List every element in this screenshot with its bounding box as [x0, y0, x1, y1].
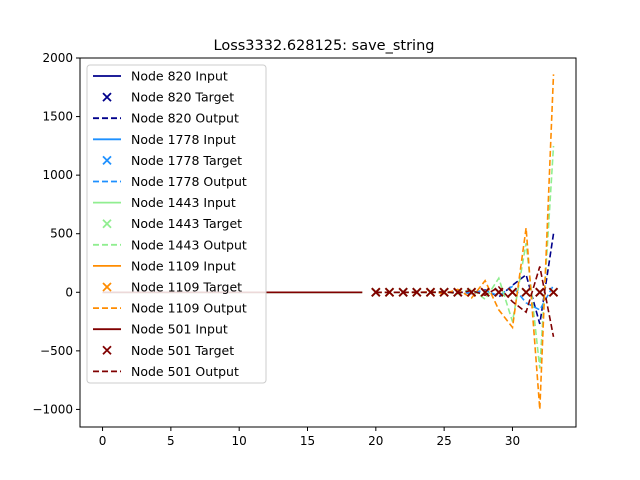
x-tick-label: 15	[300, 434, 315, 448]
legend-entry-1443-target: Node 1443 Target	[102, 216, 242, 231]
axes-ticks: 0 5 10 15 20 25 30 −1000 −500 0 500 1000 1500 2000	[32, 51, 520, 448]
legend-entry-820-target: Node 820 Target	[102, 90, 234, 105]
series-501-target-point	[398, 287, 408, 297]
y-tick-label: −500	[40, 344, 73, 358]
x-tick-label: 10	[232, 434, 247, 448]
y-tick-label: 1000	[42, 168, 73, 182]
legend-label: Node 1778 Input	[131, 132, 236, 147]
legend-marker-swatch	[102, 92, 112, 102]
x-tick-label: 5	[167, 434, 175, 448]
legend-label: Node 1778 Output	[131, 174, 247, 189]
legend-marker-swatch	[102, 155, 112, 166]
x-tick-label: 0	[99, 434, 107, 448]
legend-label: Node 1443 Output	[131, 237, 247, 252]
legend-entry-820-input: Node 820 Input	[93, 69, 228, 84]
legend-label: Node 820 Output	[131, 111, 239, 126]
y-tick-label: −1000	[32, 402, 73, 416]
series-501-target-point	[371, 287, 381, 297]
y-tick-label: 1500	[42, 110, 73, 124]
legend-marker-swatch	[102, 219, 112, 229]
series-501-target-point	[521, 287, 531, 297]
series-501-target-point	[535, 287, 545, 297]
legend-label: Node 1109 Output	[131, 301, 247, 316]
axes-frame	[79, 57, 577, 428]
legend-entry-1778-output: Node 1778 Output	[93, 174, 247, 189]
legend-label: Node 1109 Input	[131, 258, 236, 273]
legend-entry-501-input: Node 501 Input	[93, 322, 228, 337]
legend-entry-501-output: Node 501 Output	[93, 364, 239, 379]
series-501-target-point	[453, 287, 463, 297]
legend: Node 820 Input Node 820 Target Node 820 Ou…	[86, 64, 267, 384]
legend-marker-swatch	[102, 282, 112, 292]
series-501-target-point	[412, 287, 422, 297]
legend-entry-1109-output: Node 1109 Output	[93, 301, 247, 316]
legend-label: Node 1443 Target	[131, 216, 242, 231]
series-501-target-point	[494, 287, 504, 297]
y-tick-label: 500	[50, 227, 73, 241]
legend-entry-1109-input: Node 1109 Input	[93, 258, 236, 273]
series-501-target-point	[425, 287, 436, 297]
legend-label: Node 501 Target	[131, 343, 234, 358]
legend-label: Node 501 Input	[131, 322, 228, 337]
legend-label: Node 1109 Target	[131, 280, 242, 295]
legend-label: Node 820 Target	[131, 90, 234, 105]
x-tick-label: 20	[368, 434, 383, 448]
legend-label: Node 1443 Input	[131, 195, 236, 210]
y-tick-label: 2000	[42, 51, 73, 65]
legend-entry-501-target: Node 501 Target	[102, 343, 234, 358]
series-501-target-point	[548, 287, 559, 297]
legend-box	[86, 64, 267, 384]
legend-marker-swatch	[102, 345, 112, 355]
legend-label: Node 501 Output	[131, 364, 239, 379]
legend-label: Node 820 Input	[131, 69, 228, 84]
series-501-target-point	[439, 287, 449, 297]
legend-entry-1778-target: Node 1778 Target	[102, 153, 242, 168]
legend-entry-1109-target: Node 1109 Target	[102, 280, 242, 295]
legend-entry-820-output: Node 820 Output	[93, 111, 239, 126]
plot-area	[102, 74, 559, 410]
chart-title: Loss3332.628125: save_string	[214, 38, 435, 54]
series-501-target-point	[466, 287, 477, 297]
series-501-target-point	[480, 287, 490, 297]
x-tick-label: 25	[437, 434, 452, 448]
legend-label: Node 1778 Target	[131, 153, 242, 168]
legend-entry-1443-output: Node 1443 Output	[93, 237, 247, 252]
y-tick-label: 0	[65, 285, 73, 299]
legend-entry-1778-input: Node 1778 Input	[93, 132, 236, 147]
series-501-target-point	[507, 287, 518, 297]
series-501-output-line	[375, 266, 555, 337]
legend-entry-1443-input: Node 1443 Input	[93, 195, 236, 210]
x-tick-label: 30	[505, 434, 520, 448]
series-501-target-point	[384, 287, 395, 297]
